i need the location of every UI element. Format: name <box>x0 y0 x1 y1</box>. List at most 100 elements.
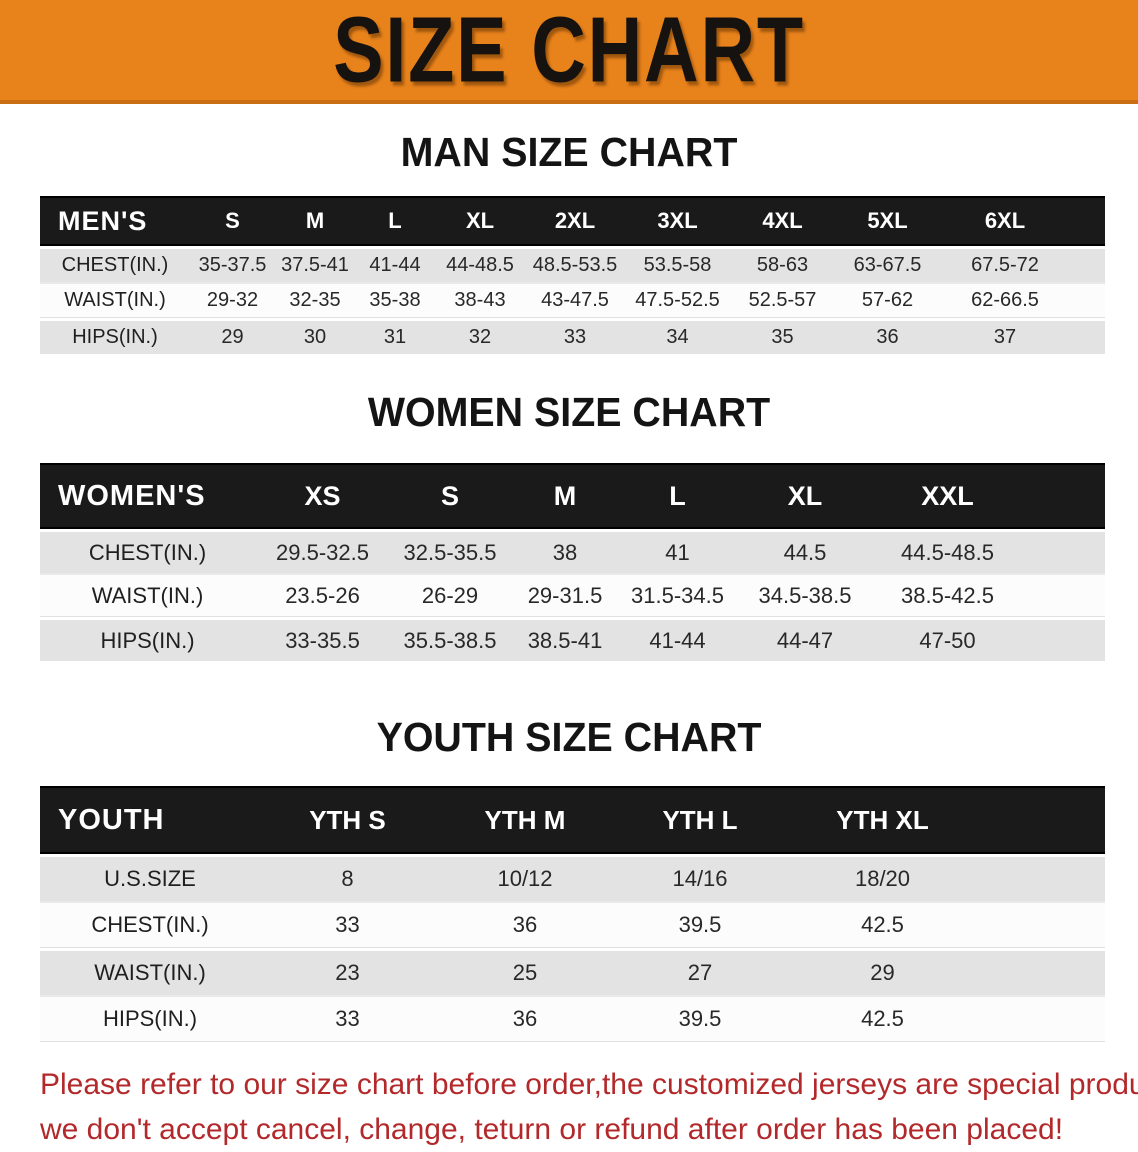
column-header-xl: XL <box>435 196 525 246</box>
column-header-xs: XS <box>255 463 390 529</box>
size-value-cell: 39.5 <box>615 901 785 948</box>
size-value-cell: 37.5-41 <box>275 246 355 282</box>
size-value-cell: 41-44 <box>355 246 435 282</box>
youth-hips-row: HIPS(IN.) 33 36 39.5 42.5 <box>40 995 1105 1042</box>
filler-cell <box>1020 617 1105 661</box>
column-header-l: L <box>620 463 735 529</box>
size-value-cell: 32 <box>435 318 525 354</box>
men-hips-row: HIPS(IN.) 29 30 31 32 33 34 35 36 37 <box>40 318 1105 354</box>
women-section-heading: WOMEN SIZE CHART <box>367 389 771 435</box>
size-value-cell: 62-66.5 <box>940 282 1070 318</box>
size-value-cell: 29.5-32.5 <box>255 529 390 573</box>
column-header-filler <box>1070 196 1105 246</box>
size-value-cell: 36 <box>835 318 940 354</box>
youth-table-label: YOUTH <box>40 786 260 854</box>
size-value-cell: 14/16 <box>615 854 785 901</box>
size-value-cell: 38-43 <box>435 282 525 318</box>
row-label: WAIST(IN.) <box>40 948 260 995</box>
row-label: HIPS(IN.) <box>40 318 190 354</box>
size-value-cell: 33-35.5 <box>255 617 390 661</box>
size-value-cell: 48.5-53.5 <box>525 246 625 282</box>
size-value-cell: 27 <box>615 948 785 995</box>
column-header-yth-l: YTH L <box>615 786 785 854</box>
column-header-s: S <box>390 463 510 529</box>
size-value-cell: 26-29 <box>390 573 510 617</box>
size-value-cell: 42.5 <box>785 995 980 1042</box>
filler-cell <box>1020 573 1105 617</box>
men-chest-row: CHEST(IN.) 35-37.5 37.5-41 41-44 44-48.5… <box>40 246 1105 282</box>
disclaimer-line-1: Please refer to our size chart before or… <box>40 1068 1138 1101</box>
men-header-row: MEN'S S M L XL 2XL 3XL 4XL 5XL 6XL <box>40 196 1105 246</box>
column-header-xl: XL <box>735 463 875 529</box>
size-value-cell: 44-48.5 <box>435 246 525 282</box>
size-value-cell: 35-37.5 <box>190 246 275 282</box>
size-value-cell: 43-47.5 <box>525 282 625 318</box>
youth-chest-row: CHEST(IN.) 33 36 39.5 42.5 <box>40 901 1105 948</box>
column-header-6xl: 6XL <box>940 196 1070 246</box>
row-label: CHEST(IN.) <box>40 901 260 948</box>
women-waist-row: WAIST(IN.) 23.5-26 26-29 29-31.5 31.5-34… <box>40 573 1105 617</box>
size-value-cell: 29 <box>785 948 980 995</box>
filler-cell <box>1070 282 1105 318</box>
size-chart-banner: SIZE CHART <box>0 0 1138 104</box>
youth-header-row: YOUTH YTH S YTH M YTH L YTH XL <box>40 786 1105 854</box>
size-value-cell: 38.5-41 <box>510 617 620 661</box>
size-value-cell: 35-38 <box>355 282 435 318</box>
size-value-cell: 23.5-26 <box>255 573 390 617</box>
column-header-yth-m: YTH M <box>435 786 615 854</box>
column-header-2xl: 2XL <box>525 196 625 246</box>
column-header-yth-s: YTH S <box>260 786 435 854</box>
size-value-cell: 30 <box>275 318 355 354</box>
size-value-cell: 63-67.5 <box>835 246 940 282</box>
women-chest-row: CHEST(IN.) 29.5-32.5 32.5-35.5 38 41 44.… <box>40 529 1105 573</box>
column-header-xxl: XXL <box>875 463 1020 529</box>
column-header-s: S <box>190 196 275 246</box>
women-header-row: WOMEN'S XS S M L XL XXL <box>40 463 1105 529</box>
disclaimer-line-2: we don't accept cancel, change, teturn o… <box>40 1113 1064 1146</box>
row-label: U.S.SIZE <box>40 854 260 901</box>
size-value-cell: 37 <box>940 318 1070 354</box>
disclaimer: Please refer to our size chart before or… <box>0 1062 1138 1152</box>
row-label: CHEST(IN.) <box>40 246 190 282</box>
size-value-cell: 10/12 <box>435 854 615 901</box>
women-hips-row: HIPS(IN.) 33-35.5 35.5-38.5 38.5-41 41-4… <box>40 617 1105 661</box>
column-header-yth-xl: YTH XL <box>785 786 980 854</box>
size-value-cell: 35.5-38.5 <box>390 617 510 661</box>
size-value-cell: 41 <box>620 529 735 573</box>
column-header-filler <box>1020 463 1105 529</box>
size-value-cell: 29-32 <box>190 282 275 318</box>
size-value-cell: 44.5-48.5 <box>875 529 1020 573</box>
women-size-table: WOMEN'S XS S M L XL XXL CHEST(IN.) 29.5-… <box>40 463 1105 661</box>
banner-title: SIZE CHART <box>333 0 805 102</box>
size-value-cell: 57-62 <box>835 282 940 318</box>
filler-cell <box>980 948 1105 995</box>
size-value-cell: 18/20 <box>785 854 980 901</box>
size-value-cell: 44-47 <box>735 617 875 661</box>
filler-cell <box>1020 529 1105 573</box>
size-value-cell: 34 <box>625 318 730 354</box>
column-header-m: M <box>275 196 355 246</box>
row-label: HIPS(IN.) <box>40 617 255 661</box>
size-value-cell: 38.5-42.5 <box>875 573 1020 617</box>
youth-ussize-row: U.S.SIZE 8 10/12 14/16 18/20 <box>40 854 1105 901</box>
men-size-table: MEN'S S M L XL 2XL 3XL 4XL 5XL 6XL CHEST… <box>40 196 1105 354</box>
column-header-m: M <box>510 463 620 529</box>
size-value-cell: 25 <box>435 948 615 995</box>
youth-size-table: YOUTH YTH S YTH M YTH L YTH XL U.S.SIZE … <box>40 786 1105 1042</box>
size-value-cell: 47.5-52.5 <box>625 282 730 318</box>
youth-section-heading: YOUTH SIZE CHART <box>376 714 762 760</box>
size-value-cell: 8 <box>260 854 435 901</box>
column-header-filler <box>980 786 1105 854</box>
size-value-cell: 23 <box>260 948 435 995</box>
size-value-cell: 34.5-38.5 <box>735 573 875 617</box>
size-value-cell: 33 <box>260 901 435 948</box>
filler-cell <box>1070 246 1105 282</box>
filler-cell <box>1070 318 1105 354</box>
men-section-heading: MAN SIZE CHART <box>400 129 738 175</box>
size-value-cell: 67.5-72 <box>940 246 1070 282</box>
size-value-cell: 39.5 <box>615 995 785 1042</box>
column-header-l: L <box>355 196 435 246</box>
size-value-cell: 29-31.5 <box>510 573 620 617</box>
row-label: WAIST(IN.) <box>40 573 255 617</box>
size-value-cell: 44.5 <box>735 529 875 573</box>
